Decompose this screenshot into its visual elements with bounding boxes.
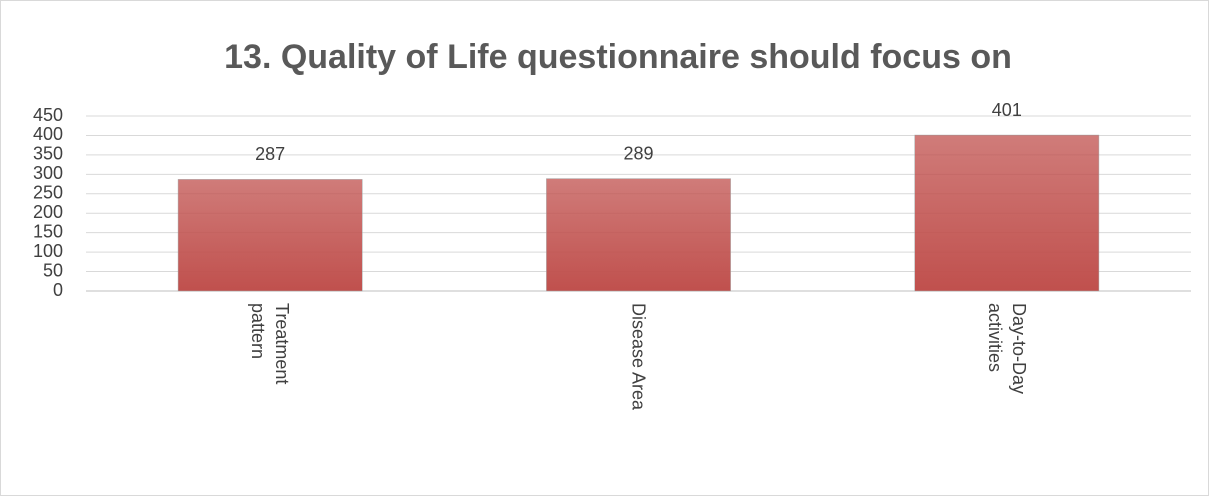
y-tick-label: 150 [33, 221, 63, 241]
y-tick-label: 200 [33, 202, 63, 222]
y-tick-label: 100 [33, 241, 63, 261]
y-tick-label: 0 [53, 280, 63, 300]
y-tick-label: 450 [33, 105, 63, 125]
y-tick-label: 50 [43, 260, 63, 280]
bar [177, 179, 363, 292]
x-tick-label: Treatment pattern [248, 303, 293, 385]
y-tick-label: 400 [33, 124, 63, 144]
data-label: 287 [255, 144, 285, 164]
y-tick-label: 300 [33, 163, 63, 183]
chart-title: 13. Quality of Life questionnaire should… [224, 38, 1012, 76]
y-tick-label: 350 [33, 144, 63, 164]
bar [914, 134, 1100, 292]
data-label: 289 [623, 143, 653, 163]
bar [546, 178, 731, 292]
data-label: 401 [992, 100, 1022, 120]
x-tick-label: Disease Area [628, 303, 649, 411]
y-tick-label: 250 [33, 183, 63, 203]
x-tick-label: Day-to-Day activities [984, 303, 1029, 395]
